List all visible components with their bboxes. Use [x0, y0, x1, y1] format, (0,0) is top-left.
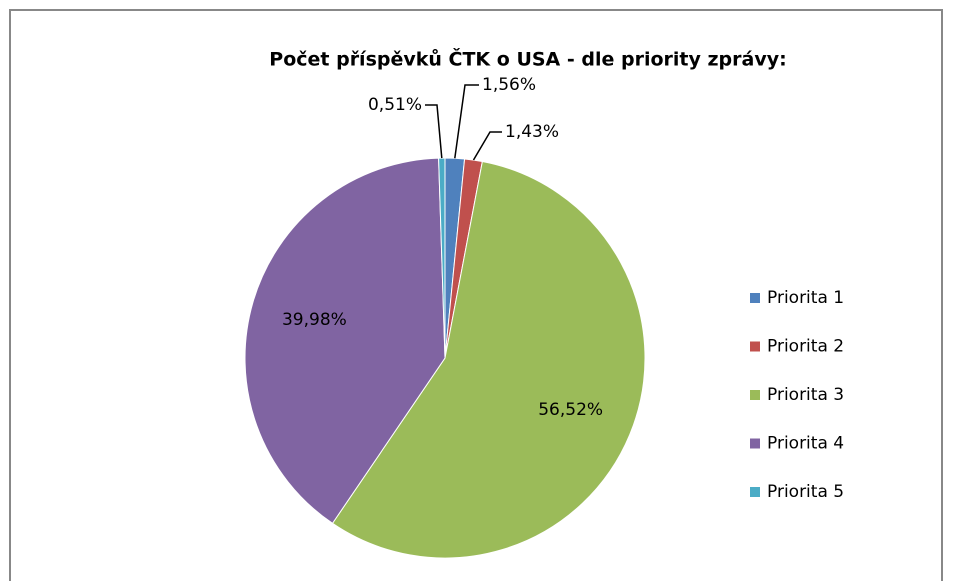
legend-label: Priorita 2: [767, 337, 844, 357]
data-label: 0,51%: [368, 95, 422, 115]
data-label: 1,56%: [482, 75, 536, 95]
legend-swatch: [750, 487, 760, 497]
leader-line: [454, 84, 479, 159]
legend-label: Priorita 4: [767, 434, 844, 454]
legend-swatch: [750, 341, 760, 352]
leader-line: [472, 131, 502, 161]
legend-label: Priorita 5: [767, 482, 844, 502]
pie-slice: [244, 157, 446, 525]
chart-title: Počet příspěvků ČTK o USA - dle priority…: [269, 47, 786, 71]
legend-label: Priorita 3: [767, 385, 844, 405]
legend-swatch: [750, 390, 760, 400]
data-label: 39,98%: [282, 310, 347, 330]
data-label: 56,52%: [538, 400, 603, 420]
pie-slice: [438, 157, 446, 359]
legend-swatch: [750, 438, 760, 449]
pie-slice: [331, 160, 646, 559]
data-label: 1,43%: [505, 122, 559, 142]
legend-swatch: [750, 293, 760, 303]
legend-label: Priorita 1: [767, 288, 844, 308]
leader-line: [425, 104, 443, 159]
